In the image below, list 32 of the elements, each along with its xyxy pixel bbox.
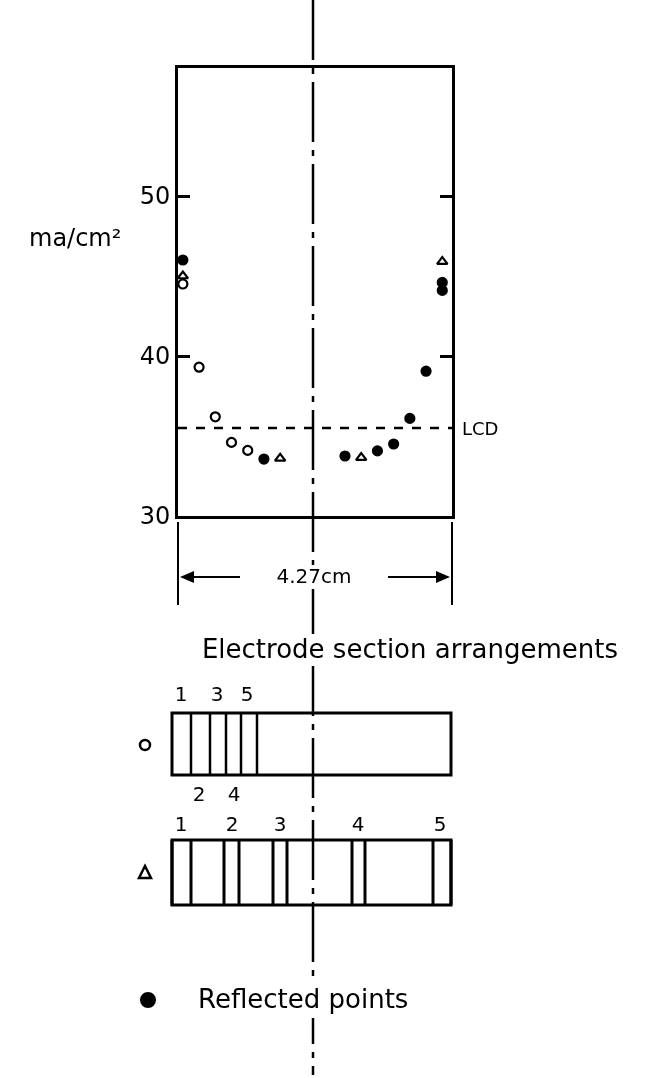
- point: [176, 270, 190, 280]
- y-tick-label: 50: [139, 182, 171, 211]
- y-tick-label: 30: [139, 502, 171, 531]
- point: [371, 445, 384, 457]
- point: [177, 278, 189, 290]
- legend-label: Reflected points: [198, 983, 409, 1014]
- point: [339, 450, 351, 462]
- point: [404, 412, 416, 424]
- text: 1: [174, 811, 188, 836]
- text: 3: [273, 811, 287, 836]
- y-tick-label: 40: [139, 342, 171, 371]
- text: 5: [433, 811, 447, 836]
- text: 2: [225, 811, 239, 836]
- point: [209, 411, 221, 423]
- point: [225, 436, 238, 448]
- y-axis-title: ma/cm²: [29, 224, 122, 252]
- point: [242, 444, 254, 456]
- text: 1: [174, 681, 188, 706]
- text: 4.27cm: [276, 563, 352, 588]
- text: 4: [351, 811, 365, 836]
- point: [258, 453, 270, 465]
- ref-line-label: LCD: [462, 418, 499, 439]
- text: 3: [210, 681, 224, 706]
- text: 2: [192, 781, 206, 806]
- point: [388, 438, 400, 450]
- point: [193, 361, 205, 373]
- point: [420, 365, 432, 377]
- point: [177, 254, 189, 266]
- text: 5: [240, 681, 254, 706]
- text: 4: [227, 781, 241, 806]
- point: [273, 452, 287, 462]
- text: Electrode section arrangements: [201, 633, 619, 664]
